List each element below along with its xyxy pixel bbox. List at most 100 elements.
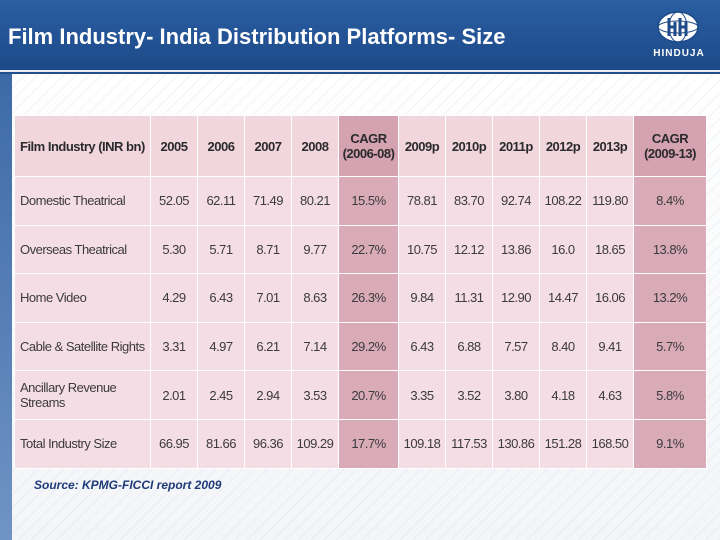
header-cell: 2005 [150, 115, 198, 177]
header-cell-cagr: CAGR (2009-13) [633, 115, 707, 177]
value-cell: 119.80 [586, 176, 634, 226]
value-cell: 6.21 [244, 321, 292, 372]
value-cell: 9.84 [398, 273, 446, 323]
value-cell: 62.11 [197, 176, 245, 226]
header-cell: 2012p [539, 115, 587, 177]
value-cell: 7.01 [244, 273, 292, 323]
value-cell: 96.36 [244, 418, 292, 469]
value-cell: 16.0 [539, 224, 587, 275]
table-row: Overseas Theatrical 5.30 5.71 8.71 9.77 22.7%… [14, 224, 707, 275]
slide-title: Film Industry- India Distribution Platfo… [8, 24, 506, 49]
value-cell: 12.12 [445, 224, 493, 275]
value-cell: 2.01 [150, 370, 198, 420]
value-cell: 4.29 [150, 273, 198, 323]
value-cell: 13.86 [492, 224, 540, 275]
cagr-cell: 15.5% [338, 176, 399, 226]
value-cell: 92.74 [492, 176, 540, 226]
table-row: Cable & Satellite Rights 3.31 4.97 6.21 7.14… [14, 321, 707, 372]
value-cell: 108.22 [539, 176, 587, 226]
value-cell: 66.95 [150, 418, 198, 469]
value-cell: 81.66 [197, 418, 245, 469]
value-cell: 52.05 [150, 176, 198, 226]
value-cell: 14.47 [539, 273, 587, 323]
value-cell: 2.45 [197, 370, 245, 420]
value-cell: 10.75 [398, 224, 446, 275]
value-cell: 109.18 [398, 418, 446, 469]
header-cell: 2006 [197, 115, 245, 177]
value-cell: 8.40 [539, 321, 587, 372]
header-cell-cagr: CAGR (2006-08) [338, 115, 399, 177]
cagr-cell: 22.7% [338, 224, 399, 275]
row-label-cell: Ancillary Revenue Streams [14, 370, 151, 420]
globe-logo-icon [657, 11, 699, 43]
cagr-cell: 26.3% [338, 273, 399, 323]
row-label-cell: Total Industry Size [14, 418, 151, 469]
slide-header: Film Industry- India Distribution Platfo… [0, 0, 720, 72]
row-label-cell: Cable & Satellite Rights [14, 321, 151, 372]
value-cell: 6.88 [445, 321, 493, 372]
header-cell: Film Industry (INR bn) [14, 115, 151, 177]
header-cell: 2009p [398, 115, 446, 177]
value-cell: 151.28 [539, 418, 587, 469]
value-cell: 7.14 [291, 321, 339, 372]
hinduja-logo: HINDUJA [640, 6, 718, 68]
value-cell: 9.77 [291, 224, 339, 275]
value-cell: 80.21 [291, 176, 339, 226]
value-cell: 6.43 [197, 273, 245, 323]
value-cell: 2.94 [244, 370, 292, 420]
value-cell: 168.50 [586, 418, 634, 469]
header-cell: 2007 [244, 115, 292, 177]
cagr-cell: 5.7% [633, 321, 707, 372]
table-row: Domestic Theatrical 52.05 62.11 71.49 80.21 1… [14, 176, 707, 226]
value-cell: 18.65 [586, 224, 634, 275]
source-note: Source: KPMG-FICCI report 2009 [34, 478, 222, 492]
value-cell: 5.30 [150, 224, 198, 275]
value-cell: 5.71 [197, 224, 245, 275]
logo-text: HINDUJA [653, 48, 705, 59]
value-cell: 3.52 [445, 370, 493, 420]
distribution-platforms-table: Film Industry (INR bn) 2005 2006 2007 20… [14, 115, 707, 469]
left-accent-strip [0, 74, 12, 540]
value-cell: 12.90 [492, 273, 540, 323]
header-cell: 2010p [445, 115, 493, 177]
row-label-cell: Home Video [14, 273, 151, 323]
value-cell: 16.06 [586, 273, 634, 323]
value-cell: 3.53 [291, 370, 339, 420]
value-cell: 4.18 [539, 370, 587, 420]
cagr-cell: 13.8% [633, 224, 707, 275]
value-cell: 8.63 [291, 273, 339, 323]
value-cell: 4.63 [586, 370, 634, 420]
value-cell: 7.57 [492, 321, 540, 372]
table-row: Home Video 4.29 6.43 7.01 8.63 26.3% 9.84 11.31… [14, 273, 707, 323]
table-row: Ancillary Revenue Streams 2.01 2.45 2.94 3.5… [14, 370, 707, 420]
data-table-container: Film Industry (INR bn) 2005 2006 2007 20… [14, 115, 707, 469]
value-cell: 4.97 [197, 321, 245, 372]
cagr-cell: 17.7% [338, 418, 399, 469]
header-cell: 2008 [291, 115, 339, 177]
value-cell: 11.31 [445, 273, 493, 323]
row-label-cell: Domestic Theatrical [14, 176, 151, 226]
value-cell: 83.70 [445, 176, 493, 226]
value-cell: 71.49 [244, 176, 292, 226]
value-cell: 109.29 [291, 418, 339, 469]
cagr-cell: 29.2% [338, 321, 399, 372]
cagr-cell: 8.4% [633, 176, 707, 226]
table-header-row: Film Industry (INR bn) 2005 2006 2007 20… [14, 115, 707, 177]
header-cell: 2013p [586, 115, 634, 177]
table-row: Total Industry Size 66.95 81.66 96.36 109.29… [14, 418, 707, 469]
value-cell: 3.35 [398, 370, 446, 420]
cagr-cell: 9.1% [633, 418, 707, 469]
value-cell: 3.31 [150, 321, 198, 372]
cagr-cell: 20.7% [338, 370, 399, 420]
header-cell: 2011p [492, 115, 540, 177]
value-cell: 8.71 [244, 224, 292, 275]
value-cell: 117.53 [445, 418, 493, 469]
value-cell: 130.86 [492, 418, 540, 469]
value-cell: 6.43 [398, 321, 446, 372]
value-cell: 9.41 [586, 321, 634, 372]
cagr-cell: 5.8% [633, 370, 707, 420]
value-cell: 78.81 [398, 176, 446, 226]
cagr-cell: 13.2% [633, 273, 707, 323]
value-cell: 3.80 [492, 370, 540, 420]
row-label-cell: Overseas Theatrical [14, 224, 151, 275]
